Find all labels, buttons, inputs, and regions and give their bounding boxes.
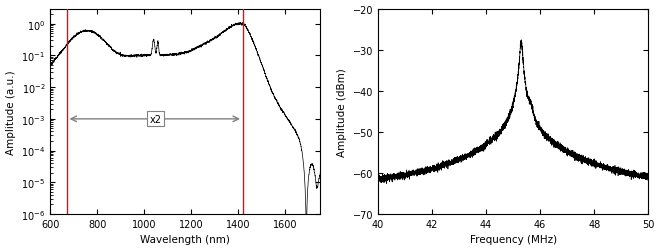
Y-axis label: Amplitude (a.u.): Amplitude (a.u.) [5, 70, 16, 154]
Text: x2: x2 [150, 114, 162, 124]
X-axis label: Wavelength (nm): Wavelength (nm) [141, 234, 230, 244]
X-axis label: Frequency (MHz): Frequency (MHz) [469, 234, 556, 244]
Y-axis label: Amplitude (dBm): Amplitude (dBm) [337, 68, 347, 156]
